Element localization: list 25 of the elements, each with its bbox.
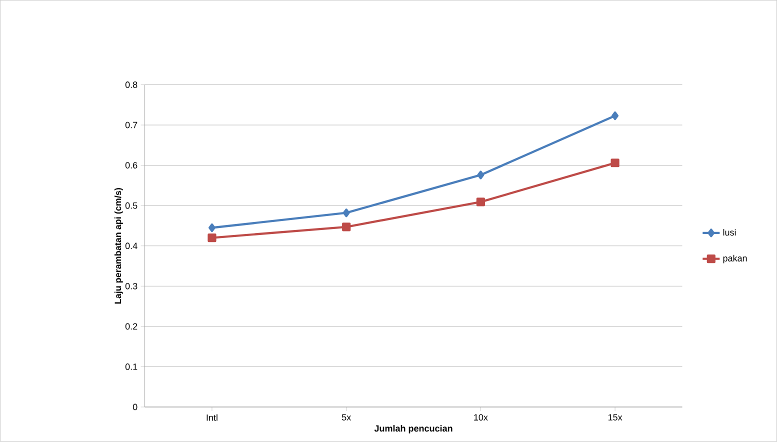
x-tick-label: 15x <box>608 414 622 421</box>
y-tick-label: 0.1 <box>125 364 138 370</box>
legend-label: pakan <box>723 254 747 264</box>
y-tick-label: 0.7 <box>125 122 138 128</box>
y-tick-label: 0.5 <box>125 202 138 209</box>
y-tick-label: 0 <box>132 404 138 410</box>
point <box>612 112 619 120</box>
y-axis-title: Laju perambatan api (cm/s) <box>114 188 123 304</box>
point <box>476 198 485 206</box>
point <box>477 170 484 180</box>
y-tick-label: 0.6 <box>125 162 138 169</box>
y-tick-label: 0.8 <box>125 82 138 88</box>
legend-label: lusi <box>723 229 736 236</box>
x-tick-label: 5x <box>342 414 351 421</box>
point <box>342 208 350 218</box>
y-tick-label: 0.2 <box>125 323 138 330</box>
x-tick-label: 10x <box>474 414 488 421</box>
point <box>342 222 351 232</box>
point <box>610 158 620 168</box>
y-tick-label: 0.3 <box>125 283 138 290</box>
point <box>208 234 216 242</box>
x-tick-label: Intl <box>206 414 218 421</box>
point <box>208 224 216 232</box>
y-tick-label: 0.4 <box>125 242 138 250</box>
x-axis-title: Jumlah pencucian <box>374 425 452 434</box>
